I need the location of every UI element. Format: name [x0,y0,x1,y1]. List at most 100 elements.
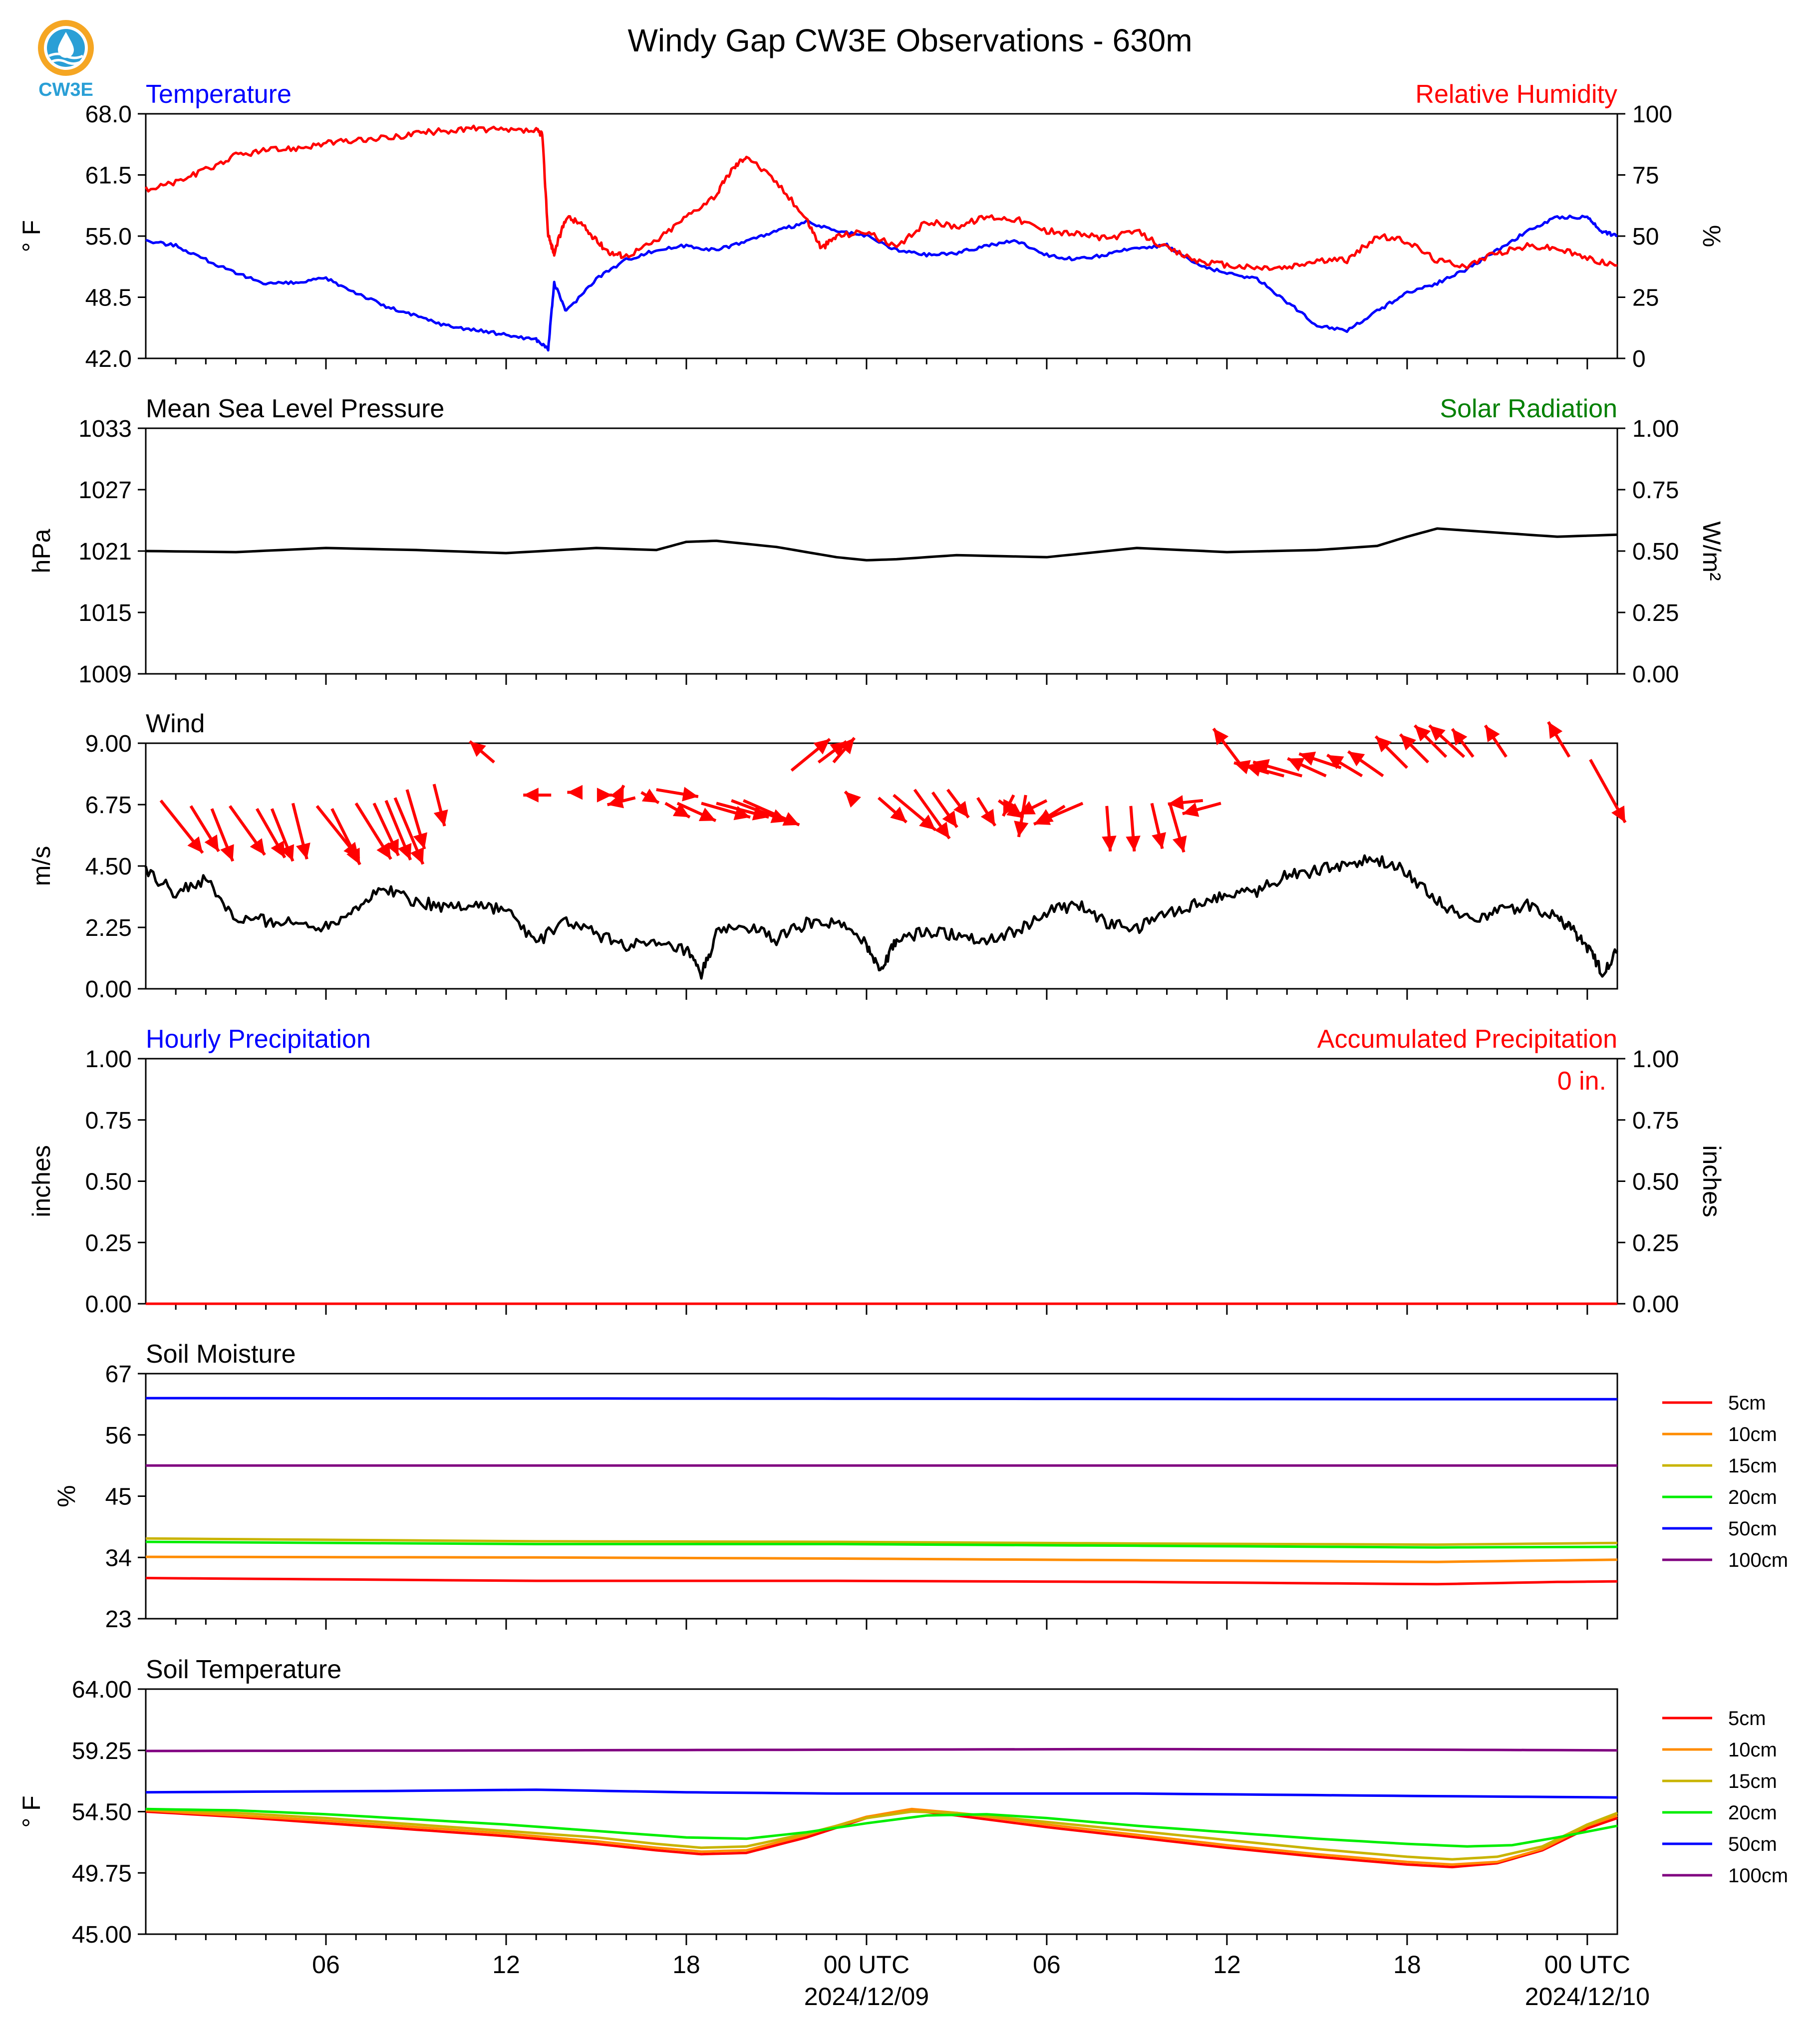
wind-arrow-head [1452,729,1468,746]
series-line-relative-humidity [144,124,1617,271]
y-tick-label: 1009 [78,661,132,688]
y-tick-label: 54.50 [72,1799,132,1826]
logo-text: CW3E [38,79,93,100]
wind-arrow-head [845,791,861,808]
panel-title-right: Relative Humidity [1415,80,1617,109]
y-tick-label: 0.50 [85,1169,132,1195]
plot-frame [145,427,1618,675]
y-axis-label: m/s [27,846,55,886]
y-tick-label: 42.0 [85,346,132,372]
series-line-5cm [145,1577,1618,1586]
y-axis-label-right: inches [1698,1145,1726,1217]
wind-arrow-head [597,788,612,803]
panel-title-right: Solar Radiation [1440,394,1617,423]
legend-label: 50cm [1728,1518,1777,1540]
y-tick-label: 4.50 [85,854,132,880]
y-tick-label-right: 1.00 [1632,416,1679,442]
wind-arrow-head [1168,795,1184,810]
panel-2: Mean Sea Level Pressure Solar Radiation 10… [27,394,1726,688]
wind-arrow-head [1213,728,1229,746]
y-axis-label-right: % [1698,225,1726,247]
wind-arrow-head [1400,734,1417,751]
wind-arrow-head [1429,725,1446,741]
legend-label: 10cm [1728,1739,1777,1761]
y-tick-label-right: 0.75 [1632,477,1679,504]
y-tick-label-right: 0.75 [1632,1108,1679,1134]
figure-title: Windy Gap CW3E Observations - 630m [627,22,1192,58]
wind-arrow-head [782,812,800,826]
y-tick-label-right: 0.25 [1632,600,1679,626]
wind-arrow-head [839,738,855,755]
wind-arrow-head [1548,722,1563,739]
wind-arrow-head [1485,725,1500,743]
wind-arrow-head [1126,836,1141,852]
y-tick-label-right: 100 [1632,101,1672,128]
series-line-5cm [145,1809,1618,1869]
wind-arrow-head [1003,799,1017,816]
y-tick-label-right: 0.00 [1632,661,1679,688]
y-axis-label: ° F [17,220,45,252]
series-line-15cm [145,1537,1618,1546]
cw3e-logo: CW3E [38,20,94,100]
wind-arrow-head [567,785,583,800]
wind-arrow-head [1299,751,1316,766]
wind-arrow-head [1348,751,1365,767]
wind-arrow-head [523,788,539,803]
wind-arrow-head [1415,725,1431,742]
wind-arrow-head [813,739,830,755]
series-line-100cm [145,1747,1618,1752]
wind-arrow-head [1287,758,1305,772]
y-tick-label-right: 50 [1632,224,1659,250]
panel-title-left: Temperature [146,80,292,109]
wind-arrow-head [204,834,219,852]
wind-arrow-head [1102,836,1117,852]
x-date-label: 2024/12/10 [1525,1983,1650,2011]
x-tick-label: 18 [1393,1951,1421,1979]
series-line-20cm [145,1807,1618,1848]
panel-4: Hourly Precipitation Accumulated Precipit… [27,1025,1726,1318]
wind-arrow-head [397,843,412,860]
y-tick-label-right: 0.25 [1632,1230,1679,1256]
wind-arrow-head [1327,755,1344,770]
wind-arrow-head [187,836,203,853]
wind-arrow-head [220,844,234,862]
wind-arrow-head [1014,821,1029,837]
y-tick-label: 68.0 [85,101,132,128]
panel-title-left: Soil Moisture [146,1340,296,1369]
y-tick-label: 59.25 [72,1738,132,1764]
accumulated-total-label: 0 in. [1557,1067,1606,1096]
y-tick-label: 49.75 [72,1860,132,1887]
series-line-10cm [145,1555,1618,1563]
series-line-mean-sea-level-pressure [145,527,1618,562]
x-tick-label: 00 UTC [824,1951,910,1979]
panels: Temperature Relative Humidity 42.0 48.5 55.0… [17,80,1788,2011]
panel-6: Soil Temperature 45.00 49.75 54.50 59.25 64.0… [17,1655,1788,1948]
legend-label: 10cm [1728,1424,1777,1446]
legend-label: 15cm [1728,1455,1777,1477]
legend-label: 5cm [1728,1392,1766,1414]
wind-arrow-head [1172,835,1187,853]
y-tick-label: 6.75 [85,792,132,819]
wind-arrow-head [980,809,995,826]
y-tick-label: 45.00 [72,1922,132,1948]
wind-arrow-head [953,801,969,818]
panel-title-left: Soil Temperature [146,1655,341,1684]
wind-arrow-head [919,814,936,830]
plot-frame [145,1688,1618,1935]
wind-arrow-head [1034,811,1051,825]
wind-arrow-head [346,848,360,865]
wind-arrow-head [1375,736,1392,753]
legend-label: 15cm [1728,1770,1777,1792]
y-tick-label-right: 1.00 [1632,1046,1679,1073]
panel-3: Wind 0.00 2.25 4.50 6.75 9.00 m/s [27,709,1627,1003]
wind-arrow-head [385,839,399,856]
y-axis-label: % [52,1485,80,1507]
x-tick-label: 12 [1213,1951,1241,1979]
y-tick-label: 34 [105,1545,132,1571]
series-line-wind-speed [144,854,1619,980]
y-tick-label: 56 [105,1423,132,1449]
wind-arrow-head [934,822,950,839]
y-tick-label-right: 25 [1632,285,1659,311]
wind-arrow-head [1611,805,1625,823]
